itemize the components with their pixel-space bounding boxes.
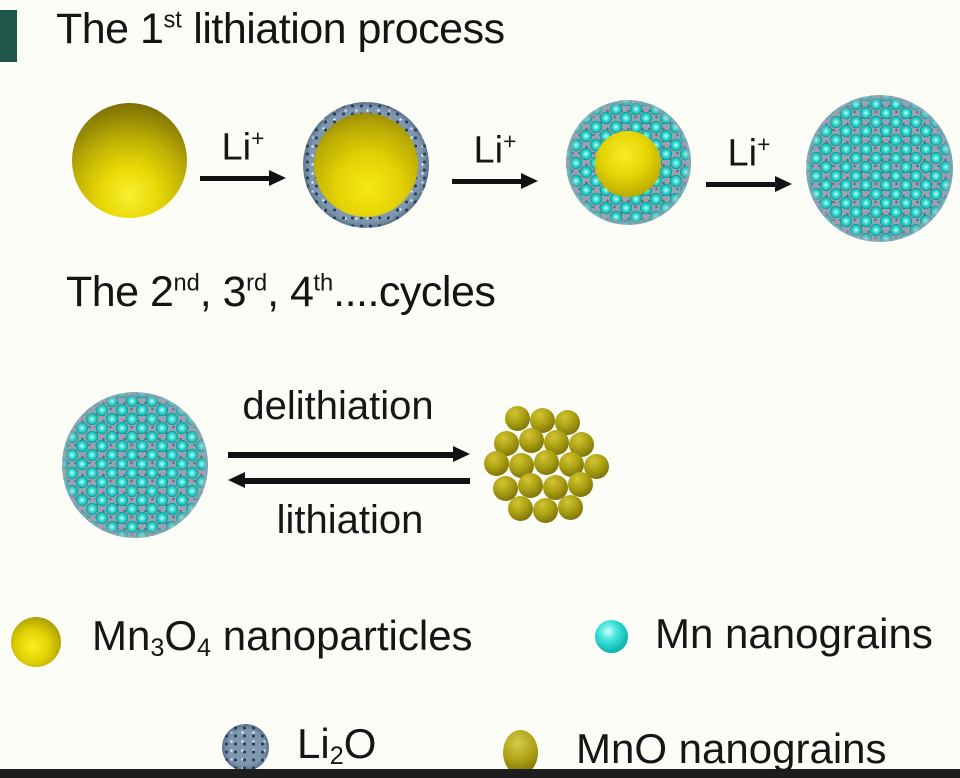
- arrow-right-icon: [452, 172, 538, 189]
- li-text: Li: [473, 129, 504, 172]
- mno-nanograin-sphere: [484, 451, 509, 476]
- li-ion-label: Li+: [474, 119, 517, 173]
- legend-text-part: Li: [297, 720, 330, 767]
- plus-superscript: +: [251, 125, 265, 151]
- li-ion-step-3: Li+: [706, 122, 792, 192]
- plus-superscript: +: [757, 131, 771, 157]
- arrow-right-icon: [706, 175, 792, 192]
- li2o-shell-particle: [303, 102, 429, 228]
- arrow-right-icon: [200, 169, 286, 186]
- ordinal-superscript: nd: [173, 270, 200, 297]
- li-text: Li: [221, 126, 252, 169]
- title-text-part: The 2: [66, 268, 174, 316]
- mn-legend-sphere-icon: [595, 620, 628, 653]
- legend-text-part: O: [164, 612, 198, 659]
- mn3o4-core-sphere: [595, 131, 661, 197]
- arrow-shaft: [242, 478, 470, 484]
- title-later-cycles: The 2nd, 3rd, 4th....cycles: [66, 268, 496, 317]
- title-text-part: lithiation process: [181, 5, 505, 53]
- arrow-shaft: [200, 175, 272, 181]
- equilibrium-arrows: [228, 446, 470, 498]
- corner-accent-bar: [0, 10, 17, 62]
- mn3o4-nanoparticle-sphere: [72, 103, 187, 218]
- core-shell-lithiated-particle: [566, 100, 691, 225]
- title-text-part: , 3: [199, 268, 247, 316]
- legend-text-part: O: [343, 720, 377, 767]
- legend-text-part: nanoparticles: [211, 612, 473, 659]
- legend-text-part: Mn: [92, 612, 151, 659]
- li2o-legend-sphere-icon: [222, 724, 269, 771]
- arrow-head: [775, 175, 792, 192]
- title-text-part: , 4: [267, 268, 314, 316]
- ordinal-superscript: st: [163, 7, 182, 34]
- lithiated-particle-cycled: [62, 392, 208, 538]
- delithiation-arrow-icon: [228, 446, 470, 462]
- mno-nanograin-sphere: [533, 498, 558, 523]
- lithiation-label: lithiation: [276, 498, 424, 542]
- arrow-shaft: [706, 181, 778, 187]
- mno-nanograin-sphere: [508, 496, 533, 521]
- li-ion-label: Li+: [222, 116, 265, 170]
- mn3o4-core-sphere: [314, 113, 418, 217]
- delithiation-label: delithiation: [242, 384, 434, 428]
- subscript: 3: [150, 633, 165, 662]
- arrow-head: [453, 446, 470, 462]
- mno-nanograin-sphere: [505, 406, 530, 431]
- title-text-part: ....cycles: [333, 268, 496, 316]
- legend-label-li2o: Li2O: [297, 720, 377, 770]
- li-text: Li: [727, 132, 758, 175]
- legend-label-mn3o4: Mn3O4 nanoparticles: [92, 612, 473, 662]
- mn3o4-legend-sphere-icon: [11, 617, 61, 667]
- arrow-shaft: [228, 452, 456, 458]
- mno-nanograin-sphere: [519, 428, 544, 453]
- li-ion-step-1: Li+: [200, 116, 286, 186]
- arrow-head: [228, 472, 245, 488]
- ordinal-superscript: rd: [246, 270, 268, 297]
- legend-label-mno: MnO nanograins: [576, 725, 887, 772]
- mno-nanograin-sphere: [518, 473, 543, 498]
- title-text-part: The 1: [56, 5, 164, 53]
- arrow-head: [269, 169, 286, 186]
- mno-legend-sphere-icon: [503, 730, 538, 775]
- mno-nanograin-sphere: [558, 495, 583, 520]
- legend-label-mn: Mn nanograins: [655, 610, 933, 657]
- bottom-border-bar: [0, 769, 960, 778]
- mno-nanograin-sphere: [534, 450, 559, 475]
- arrow-head: [521, 172, 538, 189]
- mno-nanograin-sphere: [568, 472, 593, 497]
- title-first-lithiation: The 1st lithiation process: [56, 5, 505, 54]
- subscript: 2: [329, 741, 344, 770]
- ordinal-superscript: th: [313, 270, 334, 297]
- li-ion-label: Li+: [728, 122, 771, 176]
- li-ion-step-2: Li+: [452, 119, 538, 189]
- lithiation-arrow-icon: [228, 472, 470, 488]
- plus-superscript: +: [503, 128, 517, 154]
- fully-lithiated-particle: [806, 95, 953, 242]
- mno-nanograin-cluster: [482, 406, 609, 523]
- arrow-shaft: [452, 178, 524, 184]
- subscript: 4: [197, 633, 212, 662]
